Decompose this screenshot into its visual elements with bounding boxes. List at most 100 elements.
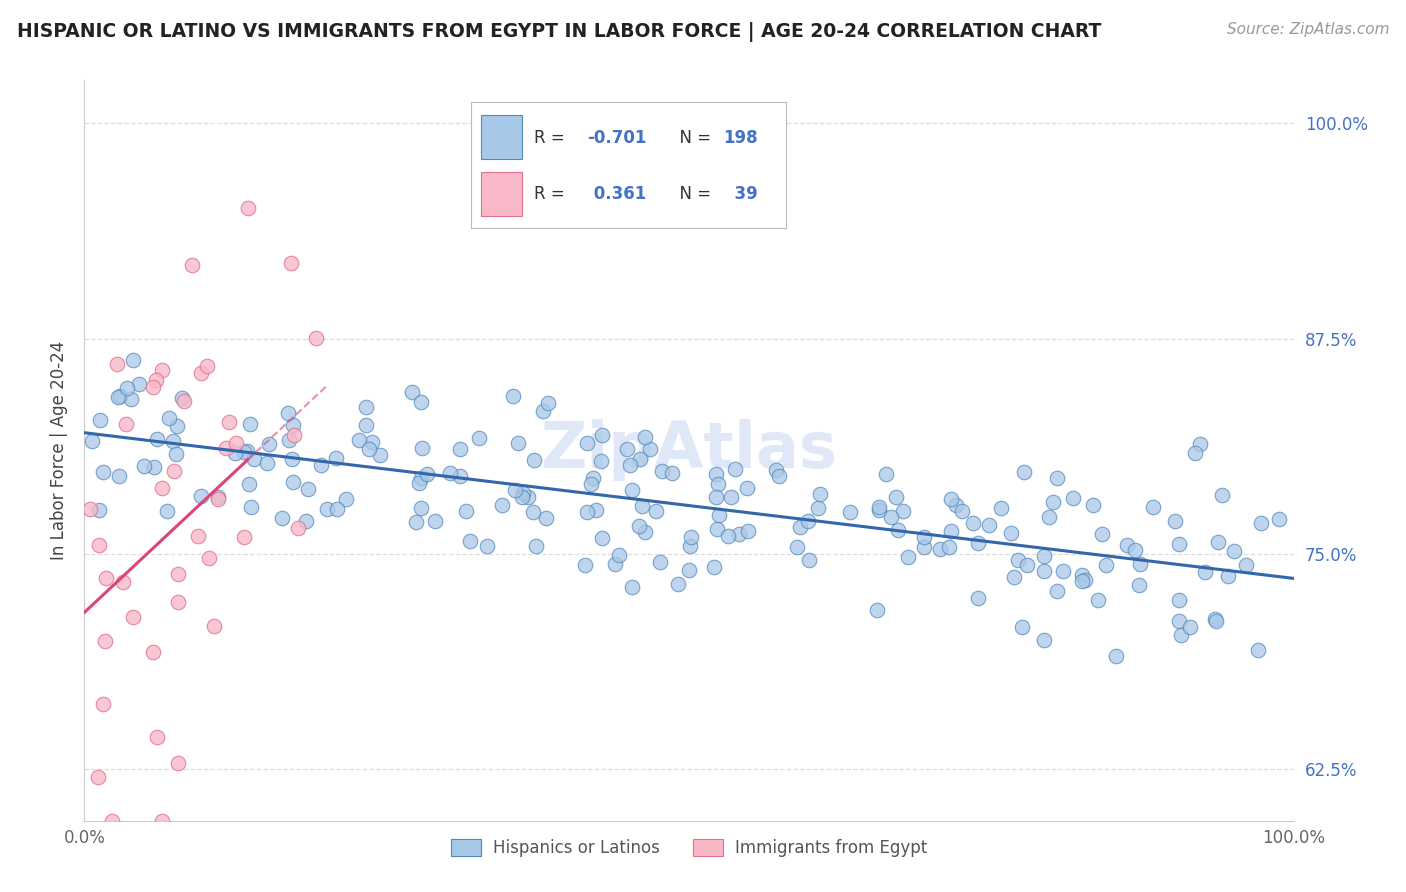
Point <box>1267 512 1289 526</box>
Point <box>354 418 377 433</box>
Point <box>703 559 725 574</box>
Point <box>142 645 165 659</box>
Point <box>945 498 967 512</box>
Point <box>866 603 889 617</box>
Point <box>875 467 897 482</box>
Point <box>967 535 990 549</box>
Point <box>1011 620 1033 634</box>
Point <box>405 516 427 530</box>
Point <box>704 490 727 504</box>
Y-axis label: In Labor Force | Age 20-24: In Labor Force | Age 20-24 <box>49 341 67 560</box>
Point <box>537 396 560 410</box>
Point <box>628 452 651 467</box>
Point <box>582 471 605 485</box>
Point <box>87 770 110 784</box>
Point <box>449 469 471 483</box>
Point <box>912 530 935 544</box>
Point <box>681 531 703 545</box>
Point <box>962 516 984 530</box>
Legend: Hispanics or Latinos, Immigrants from Egypt: Hispanics or Latinos, Immigrants from Eg… <box>444 832 934 864</box>
Point <box>195 359 218 373</box>
Point <box>236 202 259 216</box>
Point <box>807 500 830 515</box>
Point <box>468 431 491 445</box>
Point <box>458 534 481 549</box>
Point <box>1116 538 1139 552</box>
Point <box>1087 592 1109 607</box>
Point <box>315 502 337 516</box>
Point <box>207 491 229 506</box>
Point <box>1223 543 1246 558</box>
Point <box>91 697 114 711</box>
Point <box>491 498 513 512</box>
Point <box>150 363 173 377</box>
Point <box>1211 488 1233 502</box>
Point <box>411 441 433 455</box>
Point <box>941 492 963 507</box>
Point <box>1178 620 1201 634</box>
Point <box>1129 557 1152 571</box>
Point <box>640 442 662 456</box>
Point <box>523 452 546 467</box>
Point <box>1033 549 1056 563</box>
Point <box>1002 570 1025 584</box>
Point <box>717 528 740 542</box>
Point <box>1205 614 1227 628</box>
Point <box>166 756 188 770</box>
Point <box>1071 567 1094 582</box>
Point <box>181 258 204 272</box>
Point <box>616 442 638 456</box>
Point <box>295 515 318 529</box>
Point <box>198 550 221 565</box>
Point <box>1000 525 1022 540</box>
Point <box>1167 537 1189 551</box>
Point <box>146 432 169 446</box>
Text: HISPANIC OR LATINO VS IMMIGRANTS FROM EGYPT IN LABOR FORCE | AGE 20-24 CORRELATI: HISPANIC OR LATINO VS IMMIGRANTS FROM EG… <box>17 22 1101 42</box>
Point <box>1204 612 1226 626</box>
Point <box>354 400 377 414</box>
Point <box>105 358 128 372</box>
Point <box>576 505 599 519</box>
Point <box>281 452 304 467</box>
Point <box>411 471 433 485</box>
Point <box>727 526 749 541</box>
Point <box>108 389 131 403</box>
Point <box>108 469 131 483</box>
Point <box>1046 471 1069 485</box>
Point <box>1170 628 1192 642</box>
Point <box>1194 565 1216 579</box>
Point <box>89 538 111 552</box>
Point <box>107 390 129 404</box>
Point <box>619 458 641 473</box>
Point <box>281 418 304 433</box>
Point <box>1128 578 1150 592</box>
Point <box>768 469 790 483</box>
Point <box>1105 649 1128 664</box>
Point <box>409 500 432 515</box>
Point <box>938 540 960 554</box>
Point <box>360 434 382 449</box>
Point <box>724 462 747 476</box>
Point <box>1123 542 1146 557</box>
Point <box>707 476 730 491</box>
Point <box>146 730 169 744</box>
Point <box>506 436 529 450</box>
Point <box>401 385 423 400</box>
Point <box>633 524 655 539</box>
Point <box>240 500 263 514</box>
Point <box>576 436 599 450</box>
Point <box>574 558 596 573</box>
Point <box>1184 446 1206 460</box>
Point <box>1033 632 1056 647</box>
Point <box>706 523 728 537</box>
Point <box>510 490 533 504</box>
Point <box>82 434 104 448</box>
Point <box>661 466 683 480</box>
Point <box>1247 643 1270 657</box>
Point <box>190 367 212 381</box>
Point <box>644 504 666 518</box>
Point <box>163 464 186 478</box>
Point <box>1074 573 1097 587</box>
Text: Source: ZipAtlas.com: Source: ZipAtlas.com <box>1226 22 1389 37</box>
Point <box>503 483 526 498</box>
